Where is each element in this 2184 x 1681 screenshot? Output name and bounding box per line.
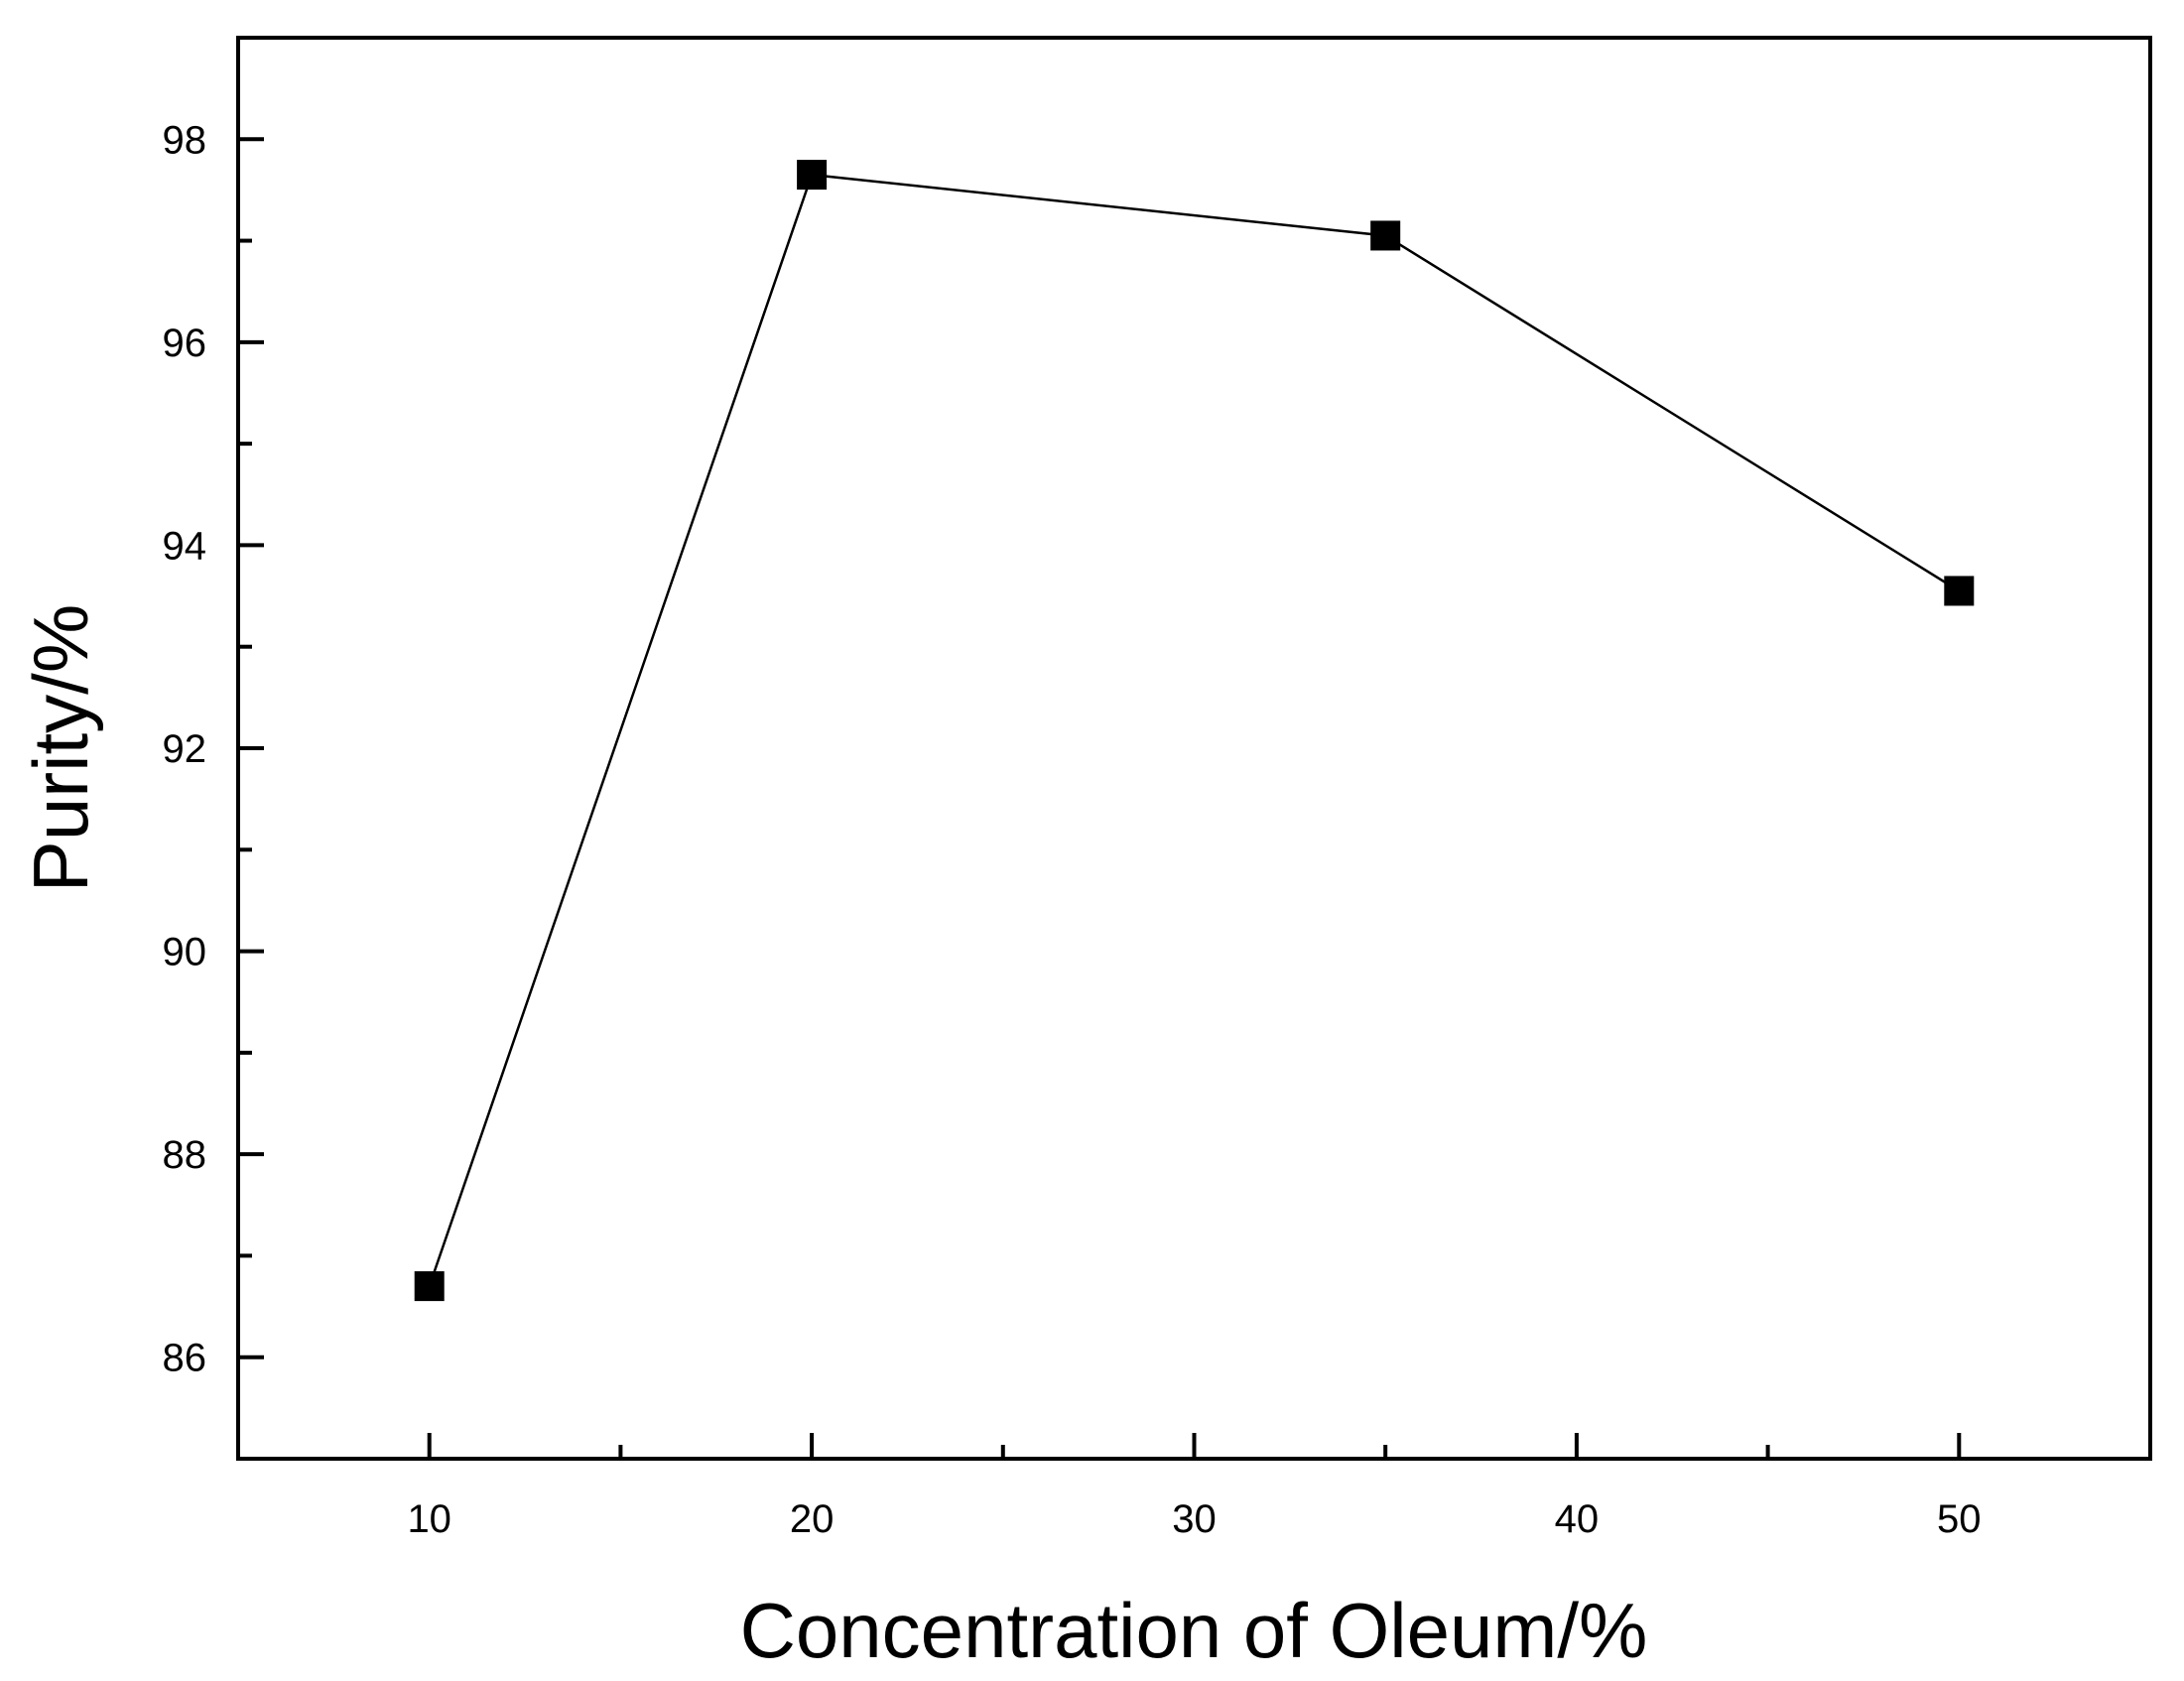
y-tick-label-1: 88	[163, 1133, 207, 1177]
x-axis-title: Concentration of Oleum/%	[740, 1587, 1648, 1674]
y-tick-label-6: 98	[163, 118, 207, 162]
data-point-0	[414, 1271, 445, 1302]
y-tick-label-3: 92	[163, 727, 207, 771]
x-tick-label-3: 40	[1555, 1497, 1600, 1541]
data-point-2	[1370, 220, 1401, 251]
tick-marks	[238, 137, 1962, 1459]
x-tick-label-4: 50	[1937, 1497, 1982, 1541]
y-tick-label-4: 94	[163, 524, 207, 568]
x-tick-label-1: 20	[790, 1497, 835, 1541]
data-markers	[414, 160, 1975, 1302]
data-point-3	[1944, 576, 1975, 606]
y-axis-title: Purity/%	[17, 604, 104, 892]
plot-frame	[236, 36, 2152, 1461]
y-tick-label-2: 90	[163, 931, 207, 974]
y-tick-label-0: 86	[163, 1337, 207, 1380]
y-tick-label-5: 96	[163, 322, 207, 365]
x-tick-label-2: 30	[1172, 1497, 1217, 1541]
data-point-1	[797, 160, 828, 191]
x-tick-label-0: 10	[407, 1497, 451, 1541]
series-line	[428, 173, 1960, 1287]
tick-labels: 10 20 30 40 50 86 88 90 92 94 96 98	[163, 118, 1982, 1541]
